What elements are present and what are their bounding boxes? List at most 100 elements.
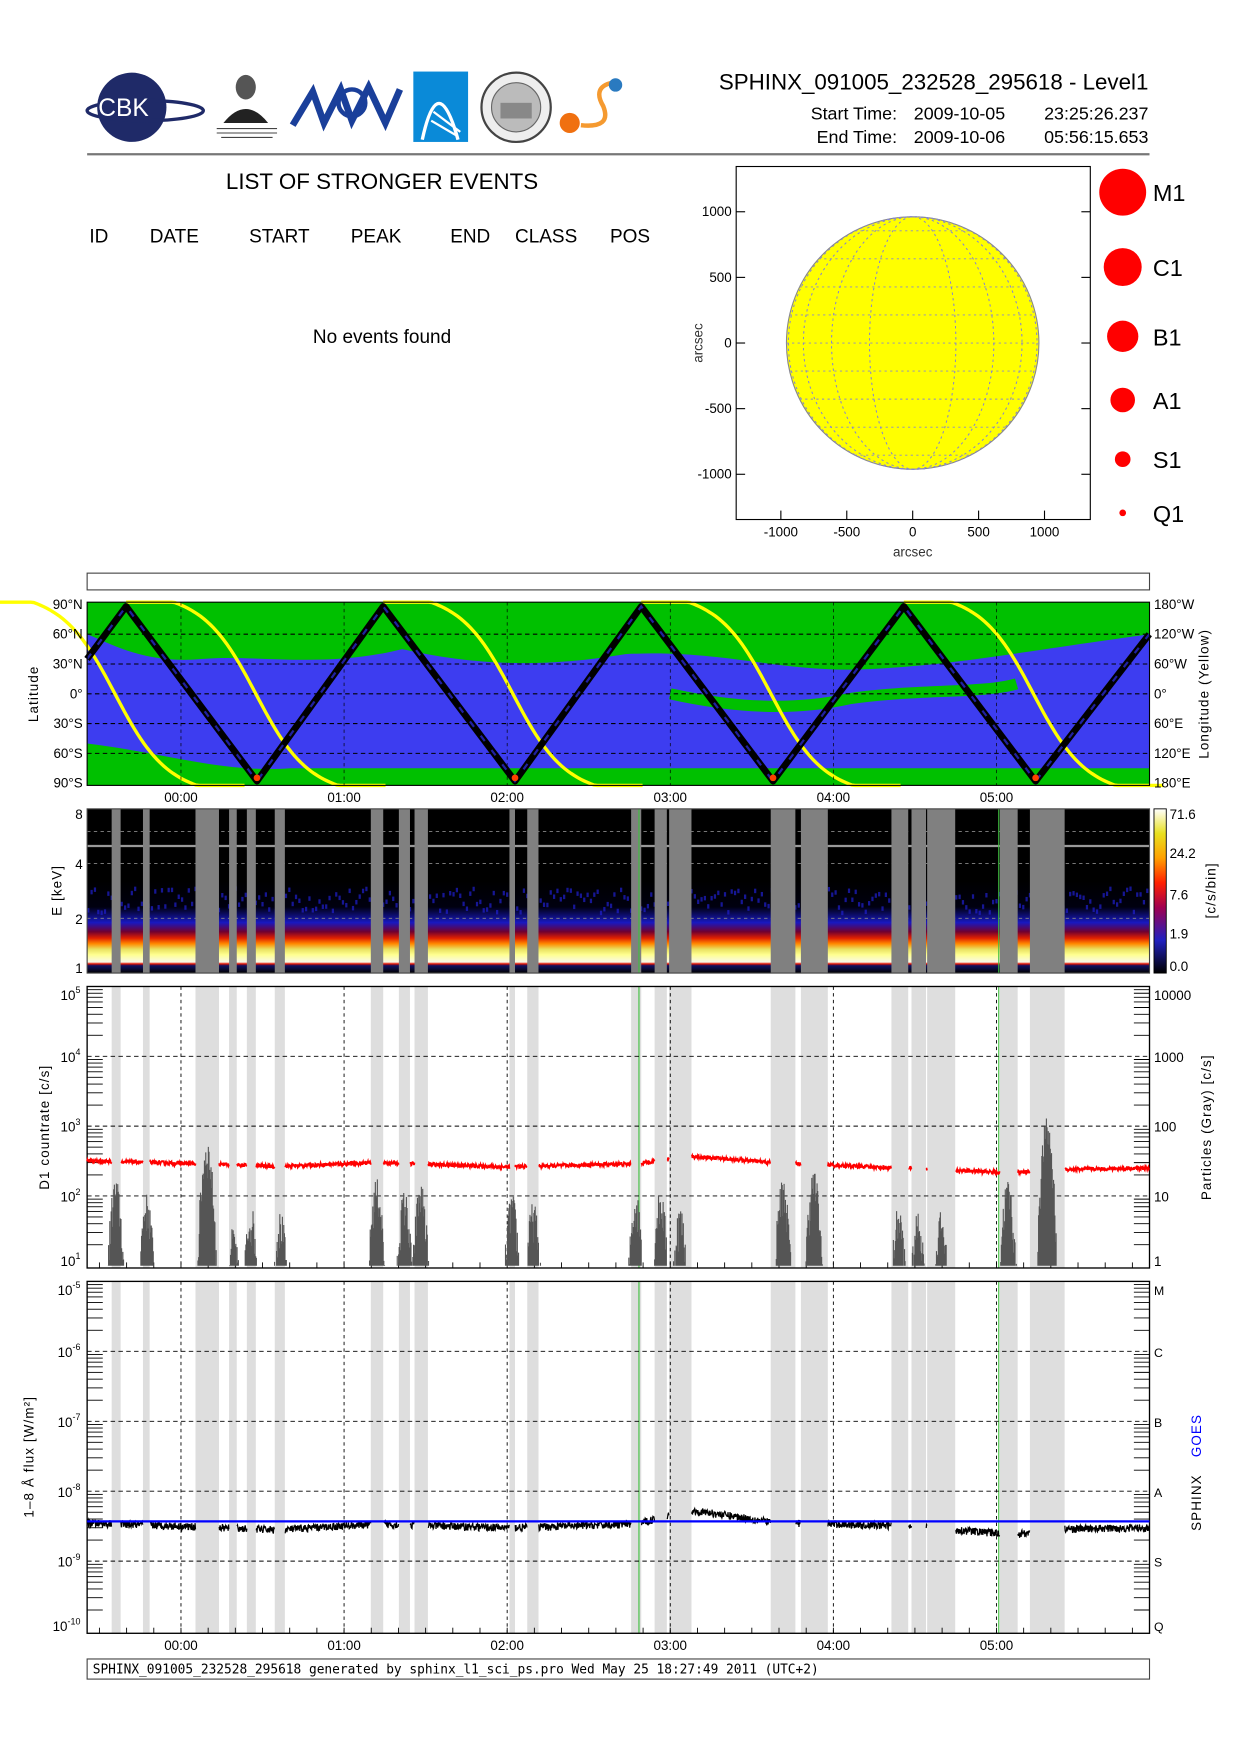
spectrogram-noise [643, 907, 646, 913]
spectrogram-noise [841, 910, 844, 916]
spectrogram-noise [321, 904, 324, 909]
spectrogram-noise [191, 901, 194, 907]
tick-exponent: 4 [75, 1047, 80, 1057]
spectrogram-noise [244, 892, 247, 898]
data-gap-band [527, 808, 539, 974]
orbit-count-peak [253, 774, 261, 782]
saa-region-south [87, 743, 1150, 786]
data-gap-band [398, 986, 410, 1268]
sun-plot-ylabel: arcsec [691, 323, 706, 363]
spectrogram-noise [744, 894, 747, 899]
spectrogram-noise [583, 897, 586, 903]
flux-tick-label: 10-6 [58, 1342, 81, 1360]
spectrogram-noise [878, 891, 881, 897]
spectrogram-noise [301, 908, 304, 913]
spectrogram-noise [227, 904, 231, 909]
energy-tick-label: 8 [75, 807, 82, 822]
time-tick-label: 00:00 [164, 790, 198, 805]
no-events-message: No events found [313, 327, 451, 348]
spectrogram-noise [268, 907, 271, 912]
data-gap-band [274, 1281, 285, 1634]
energy-tick-label: 2 [75, 912, 82, 927]
longitude-tick-label: 60°W [1154, 656, 1187, 671]
events-title: LIST OF STRONGER EVENTS [226, 169, 538, 194]
spectrogram-noise [452, 892, 455, 897]
colorbar-tick-label: 0.0 [1170, 959, 1189, 974]
colorbar [1153, 808, 1167, 974]
spectrogram-noise [844, 897, 847, 903]
data-gap-band [891, 986, 909, 1268]
spectrogram-noise [613, 892, 616, 897]
flux-tick-label: 10-10 [53, 1616, 81, 1634]
spectrogram-noise [981, 904, 985, 909]
data-gap-band [631, 808, 642, 974]
spectrogram-noise [747, 906, 750, 911]
sun-plot-ticks: -1000 -1000 -500 -500 0 0 500 500 1000 1000 [697, 204, 1091, 539]
spectrogram-noise [338, 895, 341, 901]
spectrogram-plot: 8 4 2 1 E [keV] 71.6 24.2 7.6 1.9 0.0 [c/s/bin] [49, 807, 1218, 976]
colorbar-tick-label: 71.6 [1170, 807, 1196, 822]
spectrogram-noise [328, 895, 331, 901]
spectrogram-noise [593, 892, 596, 897]
flux-tick-label: 10-8 [58, 1482, 81, 1500]
data-gap-band [891, 1281, 909, 1634]
time-tick-label: 00:00 [164, 1638, 198, 1653]
spectrogram-noise [167, 887, 170, 893]
spectrogram-noise [137, 906, 140, 912]
spectrogram-noise [623, 895, 626, 900]
spectrogram-noise [700, 897, 703, 902]
tick-base: 10 [58, 1345, 73, 1360]
spectrogram-noise [318, 899, 321, 904]
flux-tick-label: 10-5 [58, 1280, 81, 1298]
colorbar-tick-label: 7.6 [1170, 887, 1189, 902]
data-gap-band [800, 1281, 828, 1634]
spectrogram-noise [177, 894, 180, 899]
longitude-tick-label: 180°E [1154, 776, 1191, 791]
spectrogram-noise [552, 894, 556, 899]
energy-axis-label: E [keV] [49, 865, 64, 916]
spectrogram-noise [1105, 891, 1109, 897]
data-gap-band [142, 808, 150, 974]
column-header-id: ID [89, 226, 108, 247]
latitude-tick-label: 60°S [53, 746, 82, 761]
sphinx-flux-series [86, 1506, 1150, 1538]
spectrogram-noise [1099, 904, 1102, 909]
spectrogram-noise [797, 903, 800, 908]
spectrogram-noise [985, 893, 988, 898]
tick-exponent: 1 [75, 1251, 80, 1261]
data-gap-band [669, 986, 692, 1268]
column-header-end: END [450, 226, 490, 247]
data-gap-band [527, 986, 539, 1268]
sun-position-plot: -1000 -1000 -500 -500 0 0 500 500 1000 1000 arcse… [691, 165, 1091, 559]
spectrogram-noise [160, 888, 164, 893]
data-gap-band [246, 986, 256, 1268]
spectrogram-noise [435, 893, 438, 898]
countrate-axis-label: D1 countrate [c/s] [37, 1065, 52, 1190]
data-gap-band [509, 986, 515, 1268]
spectrogram-noise [258, 895, 261, 900]
spectrogram-noise [586, 892, 589, 898]
data-gap-band [246, 1281, 256, 1634]
spectrogram-noise [184, 905, 187, 910]
data-gap-band [770, 1281, 796, 1634]
legend-marker-s1 [1114, 451, 1131, 468]
spectrogram-noise [606, 901, 609, 907]
spectrogram-noise [603, 906, 606, 912]
time-tick-label: 04:00 [817, 790, 851, 805]
legend-goes: GOES [1189, 1414, 1204, 1457]
solar-grid [786, 216, 1039, 470]
spectrogram-noise [288, 887, 291, 893]
spectrogram-noise [579, 893, 583, 898]
spectrogram-noise [978, 910, 981, 916]
spectrogram-noise [546, 902, 549, 908]
colorbar-label: [c/s/bin] [1203, 862, 1218, 918]
spectrogram-noise [794, 905, 797, 910]
spectrogram-noise [717, 890, 720, 896]
spectrogram-noise [449, 891, 452, 896]
data-gap-band [414, 808, 428, 974]
spectrogram-noise [492, 890, 495, 896]
spectrogram-noise [968, 909, 971, 914]
data-gap-band [800, 808, 828, 974]
spectrogram-noise [385, 899, 388, 904]
